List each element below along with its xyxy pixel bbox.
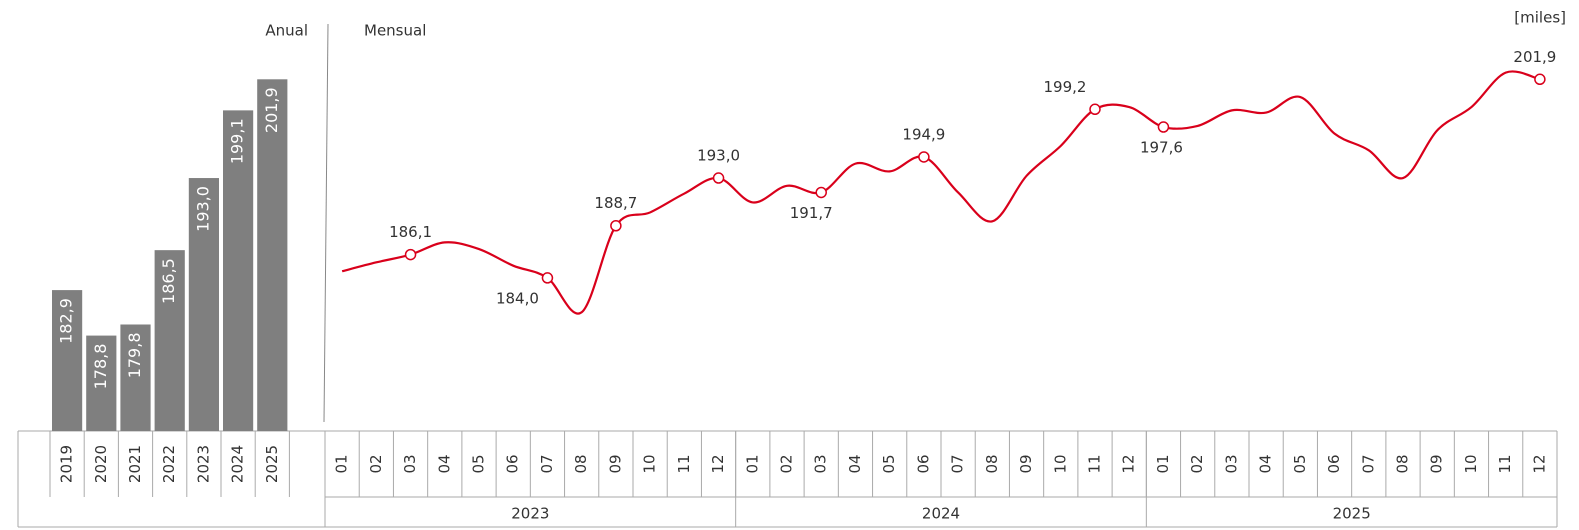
- x-tick-label: 2025: [263, 445, 281, 483]
- x-tick-label: 11: [1086, 454, 1104, 473]
- x-tick-label: 09: [1428, 454, 1446, 473]
- point-marker: [1534, 73, 1546, 86]
- x-tick-label: 2022: [160, 445, 178, 483]
- point-marker: [404, 248, 417, 261]
- bar-label: 182,9: [57, 298, 76, 344]
- point-marker: [1089, 103, 1101, 116]
- bar-label: 178,8: [91, 344, 110, 390]
- x-tick-label: 12: [1120, 454, 1138, 473]
- x-tick-label: 10: [1051, 454, 1069, 473]
- x-tick-label: 12: [1530, 454, 1548, 473]
- bar-label: 179,8: [125, 332, 144, 378]
- data-label: 193,0: [697, 147, 740, 165]
- x-tick-label: 12: [709, 454, 727, 473]
- point-marker: [712, 172, 725, 184]
- bar: [120, 324, 151, 431]
- annual-title: Anual: [265, 22, 308, 40]
- monthly-title: Mensual: [364, 22, 426, 40]
- x-tick-label: 10: [1462, 454, 1480, 473]
- x-tick-label: 01: [333, 454, 351, 473]
- x-tick-label: 02: [778, 454, 796, 473]
- bar: [188, 178, 219, 431]
- point-marker: [541, 272, 554, 284]
- x-tick-label: 2021: [126, 445, 144, 483]
- data-label: 201,9: [1513, 48, 1556, 66]
- x-tick-label: 03: [401, 454, 419, 473]
- x-tick-label: 07: [949, 454, 967, 473]
- point-marker: [815, 186, 827, 199]
- data-label: 199,2: [1044, 78, 1087, 96]
- group-label: 2025: [1333, 505, 1371, 523]
- bar-label: 201,9: [262, 87, 281, 133]
- point-marker: [610, 219, 622, 232]
- x-tick-label: 03: [812, 454, 830, 473]
- x-tick-label: 2024: [229, 445, 247, 483]
- data-label: 191,7: [790, 204, 833, 222]
- x-tick-label: 11: [675, 454, 693, 473]
- line: [341, 70, 1541, 315]
- bar-label: 199,1: [228, 118, 247, 164]
- x-tick-label: 04: [1257, 454, 1275, 473]
- x-tick-label: 2019: [58, 445, 76, 483]
- data-label: 186,1: [389, 223, 432, 241]
- bar-label: 186,5: [159, 258, 178, 304]
- x-tick-label: 07: [538, 454, 556, 473]
- x-tick-label: 09: [1017, 454, 1035, 473]
- x-tick-label: 04: [435, 454, 453, 473]
- data-label: 197,6: [1140, 139, 1183, 157]
- point-marker: [918, 151, 930, 163]
- bar-label: 193,0: [193, 186, 212, 232]
- x-tick-label: 2020: [92, 445, 110, 483]
- data-label: 194,9: [902, 125, 945, 143]
- x-tick-label: 09: [606, 454, 624, 473]
- bar: [223, 110, 254, 432]
- data-label: 184,0: [496, 289, 539, 307]
- group-label: 2023: [511, 505, 549, 523]
- x-tick-label: 01: [743, 454, 761, 473]
- x-tick-label: 06: [504, 454, 522, 473]
- x-tick-label: 02: [367, 454, 385, 473]
- x-tick-label: 10: [641, 454, 659, 473]
- x-tick-label: 05: [880, 454, 898, 473]
- x-tick-label: 01: [1154, 454, 1172, 473]
- x-tick-label: 08: [1394, 454, 1412, 473]
- unit-label: [miles]: [1514, 9, 1566, 27]
- point-marker: [1157, 121, 1170, 133]
- bar: [154, 250, 185, 431]
- x-tick-label: 03: [1222, 454, 1240, 473]
- bar: [52, 290, 83, 431]
- x-tick-label: 06: [914, 454, 932, 473]
- x-tick-label: 2023: [194, 445, 212, 483]
- data-label: 188,7: [594, 194, 637, 212]
- bar: [257, 79, 288, 431]
- x-tick-label: 05: [1291, 454, 1309, 473]
- x-tick-label: 08: [983, 454, 1001, 473]
- bar: [86, 335, 117, 431]
- x-tick-label: 11: [1496, 454, 1514, 473]
- x-tick-label: 06: [1325, 454, 1343, 473]
- x-tick-label: 04: [846, 454, 864, 473]
- x-tick-label: 08: [572, 454, 590, 473]
- x-tick-label: 02: [1188, 454, 1206, 473]
- separator: [323, 23, 329, 423]
- x-tick-label: 05: [470, 454, 488, 473]
- x-tick-label: 07: [1359, 454, 1377, 473]
- group-label: 2024: [922, 505, 960, 523]
